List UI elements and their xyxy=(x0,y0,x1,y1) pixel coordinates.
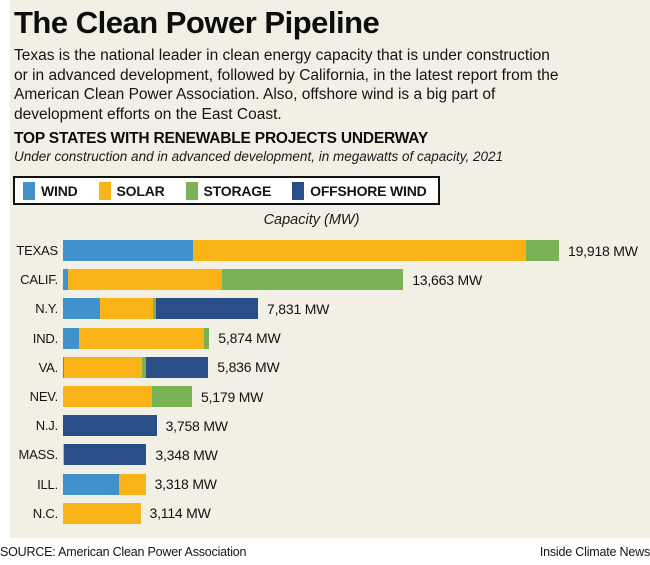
wind-segment xyxy=(63,240,193,262)
bar-wrap: 3,114 MW xyxy=(63,502,650,524)
stacked-bar xyxy=(63,473,146,495)
legend-item-storage: STORAGE xyxy=(185,181,272,200)
storage-segment xyxy=(152,298,157,320)
storage-segment xyxy=(152,386,192,408)
intro-text: Texas is the national leader in clean en… xyxy=(14,47,559,123)
legend-label: STORAGE xyxy=(203,182,272,199)
bar-wrap: 7,831 MW xyxy=(63,298,650,320)
value-label: 3,348 MW xyxy=(155,446,218,463)
state-label: NEV. xyxy=(29,389,59,405)
storage-segment xyxy=(141,356,146,378)
bar-wrap: 5,836 MW xyxy=(63,356,650,378)
stacked-bar xyxy=(63,386,192,408)
value-label: 5,836 MW xyxy=(217,359,280,376)
value-label: 5,874 MW xyxy=(218,330,281,347)
value-label: 3,318 MW xyxy=(154,476,217,493)
state-label: N.J. xyxy=(35,418,59,434)
state-label: ILL. xyxy=(37,476,58,492)
offshore-wind-segment xyxy=(156,298,258,320)
value-label: 5,179 MW xyxy=(201,388,264,405)
page-title: The Clean Power Pipeline xyxy=(14,5,380,40)
bar-wrap: 5,874 MW xyxy=(63,327,650,349)
solar-segment xyxy=(100,298,153,320)
solar-segment xyxy=(63,386,153,408)
chart-rows: TEXAS 19,918 MW CALIF. 13,663 MW N.Y. 7,… xyxy=(10,236,650,528)
wind-segment xyxy=(63,473,120,495)
storage-segment xyxy=(525,240,559,262)
chart-row: CALIF. 13,663 MW xyxy=(10,265,650,294)
stacked-bar xyxy=(63,269,404,291)
footer: SOURCE: American Clean Power Association… xyxy=(0,545,650,559)
solar-segment xyxy=(63,502,141,524)
solar-segment xyxy=(63,444,65,466)
offshore-wind-swatch-icon xyxy=(292,181,305,200)
solar-segment xyxy=(64,356,142,378)
legend-item-offshore-wind: OFFSHORE WIND xyxy=(292,181,427,200)
value-label: 13,663 MW xyxy=(412,271,482,288)
stacked-bar xyxy=(63,415,157,437)
stacked-bar xyxy=(63,240,559,262)
value-label: 3,758 MW xyxy=(165,417,228,434)
state-label: VA. xyxy=(38,359,59,375)
solar-segment xyxy=(192,240,526,262)
legend-label: OFFSHORE WIND xyxy=(310,182,427,199)
state-label: N.C. xyxy=(32,505,58,521)
chart-row: NEV. 5,179 MW xyxy=(10,382,650,411)
bar-wrap: 13,663 MW xyxy=(63,269,650,291)
wind-segment xyxy=(63,269,68,291)
chart-row: TEXAS 19,918 MW xyxy=(10,236,650,265)
wind-swatch-icon xyxy=(23,181,35,200)
chart-row: N.J. 3,758 MW xyxy=(10,411,650,440)
chart-row: N.C. 3,114 MW xyxy=(10,499,650,528)
wind-segment xyxy=(63,356,65,378)
wind-segment xyxy=(63,327,79,349)
wind-segment xyxy=(63,298,101,320)
state-label: MASS. xyxy=(18,447,59,463)
storage-segment xyxy=(204,327,210,349)
bar-wrap: 3,758 MW xyxy=(63,415,650,437)
state-label: CALIF. xyxy=(20,272,58,288)
chart-panel: The Clean Power Pipeline Texas is the na… xyxy=(10,0,650,538)
value-label: 3,114 MW xyxy=(149,505,211,522)
legend-label: SOLAR xyxy=(116,182,165,199)
chart-row: MASS. 3,348 MW xyxy=(10,440,650,469)
bar-wrap: 5,179 MW xyxy=(63,386,650,408)
publisher-credit: Inside Climate News xyxy=(539,545,650,559)
bar-wrap: 3,348 MW xyxy=(63,444,650,466)
legend-item-solar: SOLAR xyxy=(98,181,165,200)
solar-segment xyxy=(78,327,205,349)
stacked-bar xyxy=(63,298,258,320)
offshore-wind-segment xyxy=(63,415,157,437)
chart-row: N.Y. 7,831 MW xyxy=(10,294,650,323)
storage-segment xyxy=(222,269,404,291)
offshore-wind-segment xyxy=(64,444,147,466)
state-label: TEXAS xyxy=(16,243,58,259)
stacked-bar xyxy=(63,327,210,349)
value-label: 19,918 MW xyxy=(568,242,638,259)
value-label: 7,831 MW xyxy=(267,300,330,317)
stacked-bar xyxy=(63,502,141,524)
state-label: N.Y. xyxy=(35,301,58,317)
stacked-bar xyxy=(63,444,147,466)
legend-item-wind: WIND xyxy=(23,181,78,200)
chart-row: VA. 5,836 MW xyxy=(10,353,650,382)
chart-title: TOP STATES WITH RENEWABLE PROJECTS UNDER… xyxy=(14,130,428,147)
storage-swatch-icon xyxy=(185,181,198,200)
chart-subtitle: Under construction and in advanced devel… xyxy=(14,149,504,164)
legend: WIND SOLAR STORAGE OFFSHORE WIND xyxy=(13,176,440,205)
axis-title: Capacity (MW) xyxy=(263,212,360,228)
solar-swatch-icon xyxy=(98,181,111,200)
legend-label: WIND xyxy=(41,182,78,199)
solar-segment xyxy=(119,473,146,495)
bar-wrap: 19,918 MW xyxy=(63,240,650,262)
source-credit: SOURCE: American Clean Power Association xyxy=(0,545,247,559)
offshore-wind-segment xyxy=(145,356,209,378)
chart-row: ILL. 3,318 MW xyxy=(10,470,650,499)
bar-wrap: 3,318 MW xyxy=(63,473,650,495)
chart-row: IND. 5,874 MW xyxy=(10,324,650,353)
state-label: IND. xyxy=(32,330,58,346)
stacked-bar xyxy=(63,356,209,378)
solar-segment xyxy=(67,269,223,291)
